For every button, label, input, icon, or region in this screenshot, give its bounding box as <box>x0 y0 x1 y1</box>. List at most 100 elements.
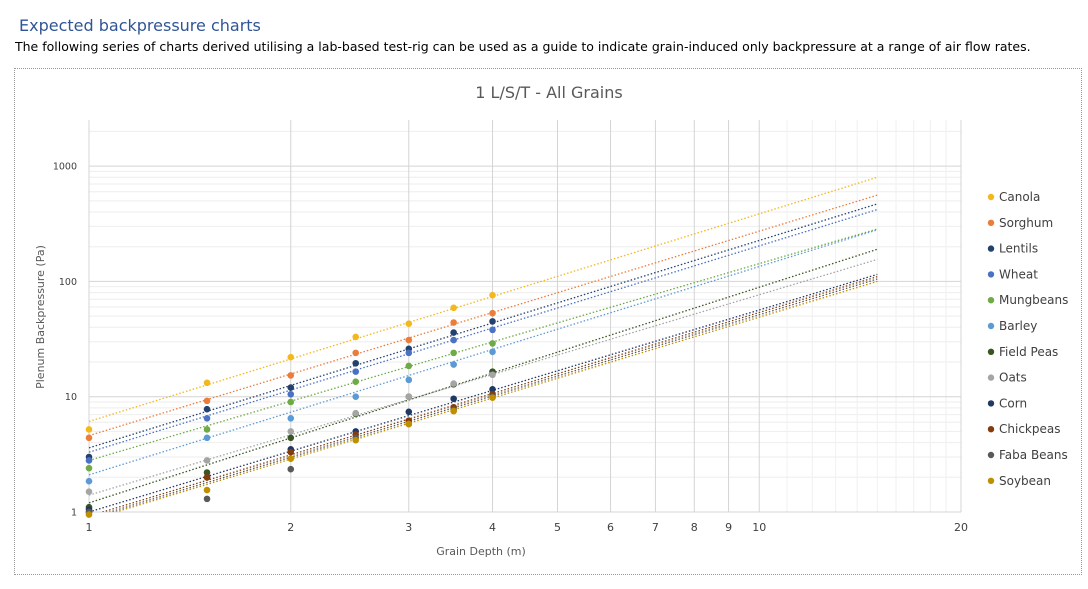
data-point <box>287 448 295 456</box>
data-point <box>352 409 360 417</box>
legend-label: Lentils <box>999 242 1038 256</box>
legend-marker <box>987 477 995 484</box>
data-point <box>489 371 496 379</box>
data-point <box>203 457 211 464</box>
legend-label: Sorghum <box>999 216 1053 230</box>
legend-label: Faba Beans <box>999 448 1068 462</box>
data-point <box>287 372 295 379</box>
chart-title: 1 L/S/T - All Grains <box>475 83 622 102</box>
data-point <box>489 291 496 299</box>
data-point <box>287 414 295 422</box>
data-point <box>405 420 413 428</box>
legend-marker <box>987 400 995 407</box>
data-point <box>352 359 360 367</box>
data-point <box>489 348 496 356</box>
legend-marker <box>987 271 995 278</box>
trendline <box>100 276 878 512</box>
data-point <box>85 488 93 495</box>
x-tick-label: 2 <box>287 521 294 534</box>
page-heading: Expected backpressure charts <box>19 16 261 35</box>
x-tick-label: 10 <box>752 521 766 534</box>
x-tick-label: 1 <box>86 521 93 534</box>
legend-label: Barley <box>999 319 1037 333</box>
grid-layer <box>88 120 962 513</box>
data-point <box>405 393 413 401</box>
data-point <box>203 434 211 442</box>
data-point <box>489 309 496 317</box>
chart-frame: 1 2 3 4 5 6 7 8 9 10 20 1 10 100 1000 1 L/S/T - All Gr… <box>14 68 1082 575</box>
data-point <box>450 304 457 312</box>
data-point <box>489 340 496 347</box>
legend-marker <box>987 451 995 459</box>
data-point <box>287 465 295 473</box>
x-axis-title: Grain Depth (m) <box>436 545 526 558</box>
y-tick-label: 1000 <box>53 162 77 173</box>
data-point <box>203 405 211 413</box>
trendline <box>89 176 878 423</box>
data-point <box>405 349 413 357</box>
data-point <box>287 455 295 462</box>
data-point <box>203 379 211 387</box>
legend-label: Wheat <box>999 267 1038 281</box>
legend-marker <box>987 219 995 226</box>
legend-label: Oats <box>999 371 1027 385</box>
data-point <box>489 394 496 402</box>
data-point <box>405 376 413 384</box>
data-point <box>450 407 457 415</box>
data-point <box>287 398 295 406</box>
legend-label: Field Peas <box>999 345 1058 359</box>
chart-background <box>15 69 1081 574</box>
data-point <box>450 395 457 403</box>
trendline <box>89 194 878 437</box>
data-point <box>287 384 295 391</box>
legend-marker <box>987 322 995 330</box>
trend-layer <box>89 176 878 512</box>
data-point <box>450 361 457 368</box>
trendline <box>107 278 878 512</box>
y-tick-label: 100 <box>59 277 77 288</box>
data-point <box>450 349 457 357</box>
data-point <box>203 473 211 481</box>
data-point <box>85 434 93 442</box>
data-point <box>203 426 211 433</box>
data-point <box>405 336 413 344</box>
data-point <box>203 414 211 422</box>
legend-marker <box>987 374 995 381</box>
x-tick-label: 20 <box>954 521 968 534</box>
x-tick-label: 5 <box>554 521 561 534</box>
legend-marker <box>987 297 995 304</box>
legend-label: Mungbeans <box>999 293 1068 307</box>
data-point <box>203 486 211 494</box>
data-point <box>450 380 457 387</box>
x-tick-label: 9 <box>725 521 732 534</box>
trendline <box>89 229 878 476</box>
data-point <box>287 428 295 435</box>
legend-label: Soybean <box>999 474 1051 488</box>
y-tick-label: 10 <box>65 392 77 403</box>
legend-label: Canola <box>999 190 1040 204</box>
data-point <box>352 436 360 444</box>
x-tick-label: 4 <box>489 521 496 534</box>
data-point <box>287 434 295 442</box>
trendline <box>89 258 878 496</box>
trendline <box>89 208 878 453</box>
data-point <box>352 349 360 357</box>
data-point <box>489 326 496 334</box>
data-point <box>203 469 211 476</box>
legend-label: Corn <box>999 396 1027 410</box>
trendline <box>89 228 878 462</box>
data-point <box>352 378 360 385</box>
data-point <box>203 495 211 503</box>
legend-marker <box>987 245 995 252</box>
legend-marker <box>987 348 995 355</box>
data-point <box>489 318 496 325</box>
data-point <box>405 362 413 370</box>
x-tick-label: 7 <box>652 521 659 534</box>
legend: Canola Sorghum Lentils Wheat Mungbeans Barley… <box>987 190 1068 488</box>
data-point <box>85 511 93 518</box>
data-point <box>203 397 211 405</box>
legend-marker <box>987 193 995 201</box>
data-point <box>405 408 413 416</box>
data-point <box>450 329 457 336</box>
page-intro: The following series of charts derived u… <box>15 39 1031 54</box>
